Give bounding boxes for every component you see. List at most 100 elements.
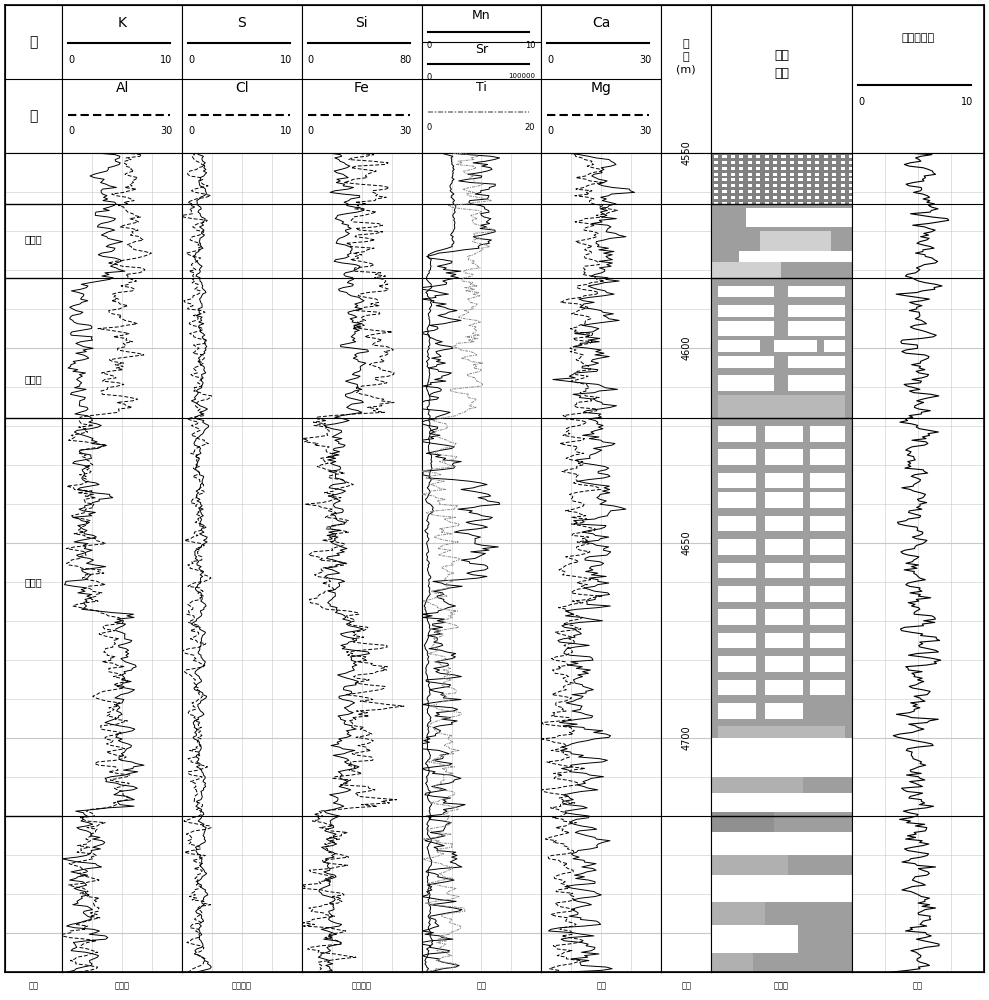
Bar bbox=[810, 586, 845, 602]
Bar bbox=[764, 680, 802, 695]
Bar bbox=[711, 738, 852, 777]
Bar bbox=[757, 190, 761, 193]
Text: 100000: 100000 bbox=[508, 73, 535, 79]
Bar bbox=[722, 155, 727, 158]
Bar bbox=[718, 473, 757, 488]
Text: 0: 0 bbox=[426, 73, 431, 82]
Bar bbox=[757, 172, 761, 176]
Bar bbox=[773, 167, 777, 170]
Bar bbox=[798, 155, 802, 158]
Text: Mg: Mg bbox=[590, 81, 612, 95]
Bar bbox=[739, 190, 744, 193]
Bar bbox=[718, 375, 774, 391]
Text: 层: 层 bbox=[30, 109, 38, 123]
Bar bbox=[731, 196, 735, 199]
Text: 0: 0 bbox=[547, 55, 554, 65]
Bar bbox=[807, 167, 811, 170]
Bar bbox=[722, 178, 727, 181]
Bar bbox=[815, 202, 820, 205]
Bar bbox=[714, 202, 718, 205]
Bar bbox=[849, 190, 854, 193]
Bar bbox=[764, 184, 768, 187]
Bar bbox=[718, 395, 845, 418]
Text: Mn: Mn bbox=[472, 9, 491, 22]
Bar bbox=[810, 539, 845, 555]
Bar bbox=[711, 777, 802, 793]
Bar bbox=[781, 202, 785, 205]
Text: 0: 0 bbox=[68, 55, 74, 65]
Bar bbox=[764, 703, 802, 719]
Bar bbox=[764, 473, 802, 488]
Text: Ca: Ca bbox=[592, 16, 610, 30]
Bar bbox=[832, 167, 837, 170]
Bar bbox=[788, 321, 845, 336]
Bar bbox=[757, 167, 761, 170]
Bar bbox=[718, 539, 757, 555]
Bar bbox=[711, 262, 781, 278]
Bar bbox=[764, 633, 802, 648]
Bar bbox=[714, 196, 718, 199]
Bar bbox=[824, 196, 828, 199]
Bar bbox=[739, 202, 744, 205]
Bar bbox=[849, 172, 854, 176]
Text: 深
度
(m): 深 度 (m) bbox=[676, 39, 696, 75]
Bar bbox=[798, 202, 802, 205]
Bar bbox=[790, 161, 794, 164]
Text: 0: 0 bbox=[426, 41, 431, 50]
Bar bbox=[832, 184, 837, 187]
Bar bbox=[810, 680, 845, 695]
Bar bbox=[790, 190, 794, 193]
Bar bbox=[807, 178, 811, 181]
Bar bbox=[731, 184, 735, 187]
Bar bbox=[815, 196, 820, 199]
Bar bbox=[731, 172, 735, 176]
Bar bbox=[748, 155, 752, 158]
Bar bbox=[841, 196, 845, 199]
Bar bbox=[718, 703, 757, 719]
Bar bbox=[764, 492, 802, 508]
Bar bbox=[764, 426, 802, 442]
Bar bbox=[764, 190, 768, 193]
Bar bbox=[781, 155, 785, 158]
Bar bbox=[849, 178, 854, 181]
Bar bbox=[790, 167, 794, 170]
Bar bbox=[764, 656, 802, 672]
Bar bbox=[841, 167, 845, 170]
Bar bbox=[722, 172, 727, 176]
Bar bbox=[739, 172, 744, 176]
Bar bbox=[773, 155, 777, 158]
Bar bbox=[824, 161, 828, 164]
Bar bbox=[731, 161, 735, 164]
Bar bbox=[798, 190, 802, 193]
Bar bbox=[757, 178, 761, 181]
Bar bbox=[764, 562, 802, 578]
Bar bbox=[832, 196, 837, 199]
Bar bbox=[815, 190, 820, 193]
Bar bbox=[764, 449, 802, 465]
Bar bbox=[731, 190, 735, 193]
Bar bbox=[722, 161, 727, 164]
Bar bbox=[781, 196, 785, 199]
Text: 30: 30 bbox=[400, 126, 412, 136]
Bar bbox=[824, 172, 828, 176]
Bar bbox=[739, 167, 744, 170]
Bar bbox=[810, 473, 845, 488]
Bar bbox=[798, 161, 802, 164]
Bar bbox=[849, 155, 854, 158]
Bar bbox=[764, 178, 768, 181]
Text: 棁山组: 棁山组 bbox=[25, 234, 43, 244]
Bar bbox=[722, 167, 727, 170]
Bar bbox=[714, 178, 718, 181]
Bar bbox=[757, 184, 761, 187]
Text: K: K bbox=[118, 16, 127, 30]
Bar bbox=[841, 184, 845, 187]
Bar bbox=[807, 196, 811, 199]
Bar bbox=[807, 190, 811, 193]
Bar bbox=[824, 184, 828, 187]
Text: 30: 30 bbox=[160, 126, 172, 136]
Bar bbox=[815, 178, 820, 181]
Text: 4650: 4650 bbox=[681, 531, 691, 555]
Bar bbox=[722, 202, 727, 205]
Bar bbox=[849, 202, 854, 205]
Bar bbox=[815, 155, 820, 158]
